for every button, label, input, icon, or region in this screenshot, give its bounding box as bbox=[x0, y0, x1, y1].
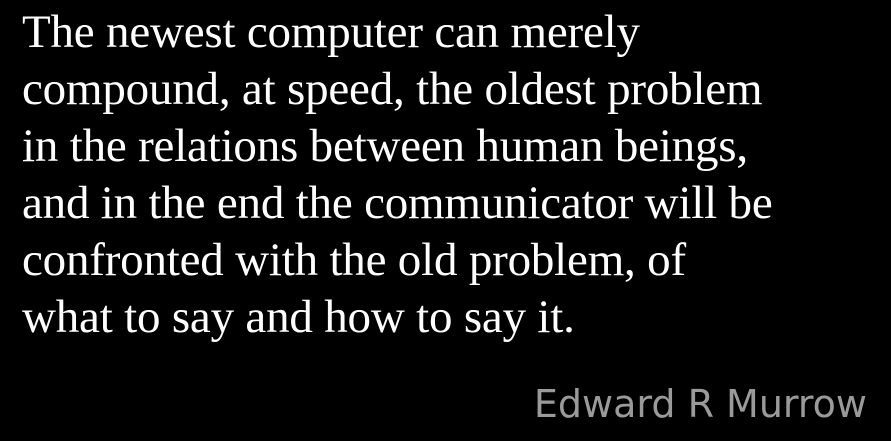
quote-line-2: compound, at speed, the oldest problem bbox=[22, 63, 763, 115]
quote-line-5: confronted with the old problem, of bbox=[22, 234, 686, 286]
quote-line-1: The newest computer can merely bbox=[22, 6, 640, 58]
quote-text: The newest computer can merely compound,… bbox=[22, 4, 773, 346]
quote-line-6: what to say and how to say it. bbox=[22, 291, 575, 343]
quote-author: Edward R Murrow bbox=[533, 382, 867, 426]
quote-line-3: in the relations between human beings, bbox=[22, 120, 748, 172]
quote-line-4: and in the end the communicator will be bbox=[22, 177, 773, 229]
